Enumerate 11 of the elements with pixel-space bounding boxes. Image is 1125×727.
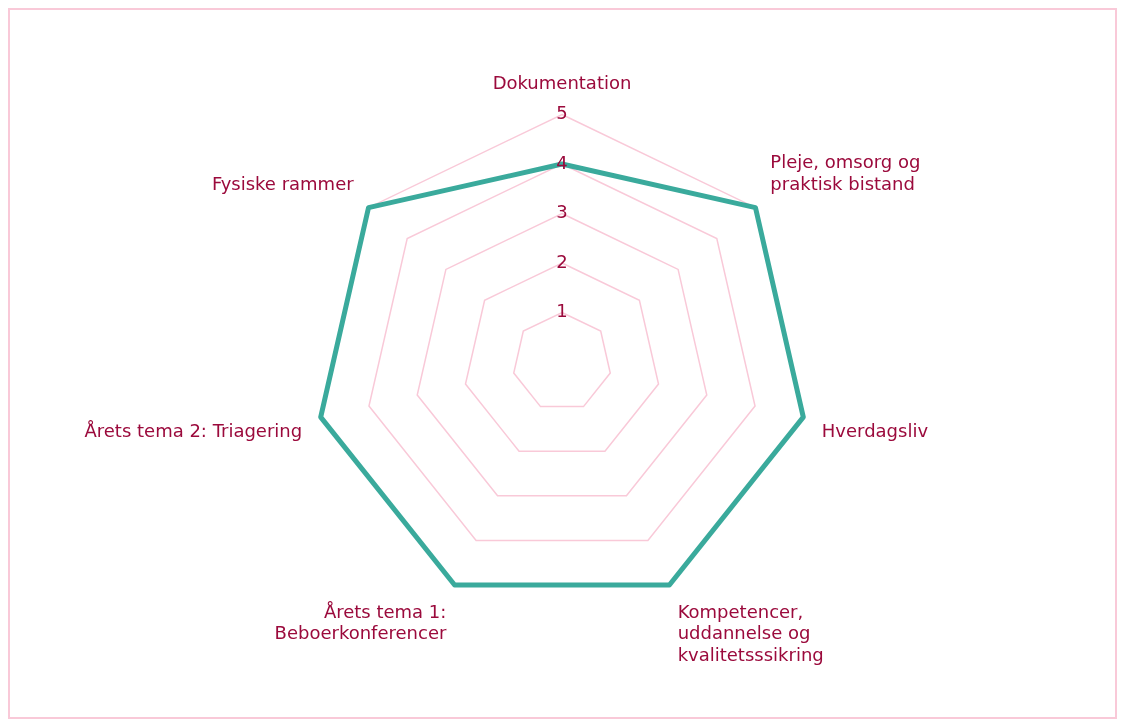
- y-tick-label: 3: [556, 201, 568, 223]
- spoke-label: Årets tema 1: Beboerkonferencer: [274, 600, 447, 644]
- y-tick-label: 5: [556, 102, 568, 124]
- spoke-label: Årets tema 2: Triagering: [84, 419, 303, 441]
- spoke-label: Pleje, omsorg og praktisk bistand: [770, 151, 921, 194]
- spoke-label: Dokumentation: [492, 72, 632, 94]
- spoke-label: Fysiske rammer: [211, 172, 355, 194]
- y-tick-label: 2: [556, 250, 568, 272]
- spoke-label: Hverdagsliv: [821, 419, 929, 441]
- y-tick-label: 1: [556, 300, 568, 322]
- spoke-label: Kompetencer, uddannelse og kvalitetsssikring: [677, 600, 824, 665]
